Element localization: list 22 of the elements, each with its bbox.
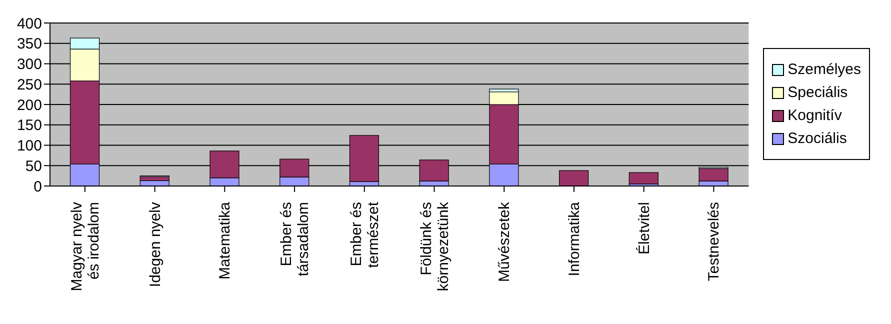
x-tick-label: Életvitel — [634, 202, 653, 255]
y-tick-label: 300 — [16, 56, 42, 74]
x-tick-label: Idegen nyelv — [146, 202, 164, 288]
y-tick-label: 50 — [25, 158, 42, 175]
y-tick-label: 100 — [16, 138, 42, 155]
y-tick-label: 250 — [16, 76, 42, 94]
y-tick-label: 150 — [16, 117, 42, 134]
legend-label: Szociális — [788, 130, 847, 147]
legend-label: Speciális — [788, 84, 848, 101]
x-tick-label: Magyar nyelv és irodalom — [68, 202, 102, 292]
x-tick-label: Testnevelés — [706, 202, 723, 282]
y-tick-label: 400 — [16, 15, 42, 32]
x-tick-label: Matematika — [216, 201, 234, 280]
y-tick-label: 200 — [16, 96, 42, 114]
y-tick-label: 0 — [34, 178, 42, 196]
x-tick-label: Informatika — [566, 201, 583, 276]
bar — [698, 168, 728, 182]
legend-label: Kognitív — [788, 107, 842, 124]
legend-label: Személyes — [788, 61, 861, 78]
x-tick-label: Művészetek — [496, 202, 514, 282]
y-tick-label: 350 — [16, 36, 42, 53]
x-tick-label: Ember és társadalom — [278, 202, 312, 276]
